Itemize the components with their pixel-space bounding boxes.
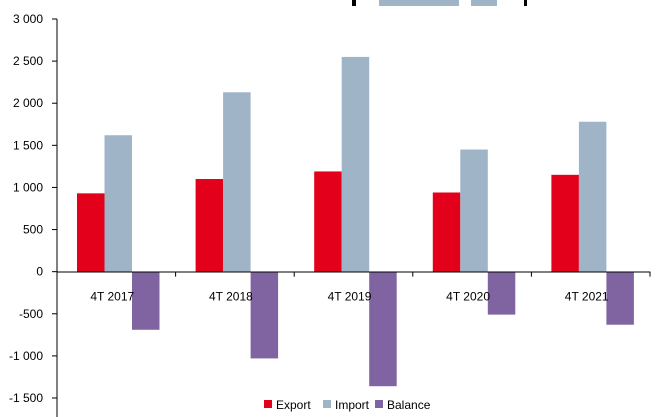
legend-swatch-export [264,400,272,408]
x-category-label: 4T 2021 [565,290,609,304]
bar-balance-4t-2019 [369,271,397,387]
x-category-label: 4T 2017 [90,290,134,304]
y-tick-label: 0 [36,265,43,279]
bar-export-4t-2019 [314,171,342,272]
bar-import-4t-2018 [223,92,251,272]
y-tick-label: 2 500 [13,54,43,68]
x-category-label: 4T 2018 [209,290,253,304]
bar-export-4t-2020 [432,192,461,272]
y-ticks: 3 000 2 500 2 000 1 500 1 000 500 0 -500 -1 000 -… [9,12,57,405]
y-tick-label: 1 000 [13,180,43,194]
y-tick-label: 500 [23,223,43,237]
x-category-label: 4T 2020 [446,290,490,304]
y-tick-label: 1 500 [13,138,43,152]
legend-label-import: Import [335,398,370,412]
header-fragment [352,0,527,6]
legend-label-export: Export [276,398,311,412]
bar-export-4t-2018 [195,179,224,272]
legend-swatch-import [323,400,331,408]
bar-import-4t-2019 [341,56,370,272]
bar-export-4t-2017 [77,193,105,272]
bar-balance-4t-2017 [132,271,160,330]
y-tick-label: -500 [19,307,43,321]
y-tick-label: -1 000 [9,349,43,363]
legend-label-balance: Balance [387,398,431,412]
x-ticks: 4T 2017 4T 2018 4T 2019 4T 2020 4T 2021 [56,271,651,304]
bar-export-4t-2021 [551,174,579,272]
y-tick-label: 3 000 [13,12,43,26]
bar-import-4t-2021 [578,121,607,272]
y-tick-label: 2 000 [13,96,43,110]
x-category-label: 4T 2019 [328,290,372,304]
y-tick-label: -1 500 [9,391,43,405]
bar-import-4t-2017 [104,135,132,272]
bar-balance-4t-2021 [606,271,634,325]
bar-import-4t-2020 [460,149,488,272]
legend: Export Import Balance [264,398,431,412]
bars [77,56,634,387]
legend-swatch-balance [375,400,383,408]
bar-balance-4t-2020 [487,271,516,315]
bar-balance-4t-2018 [250,271,279,359]
